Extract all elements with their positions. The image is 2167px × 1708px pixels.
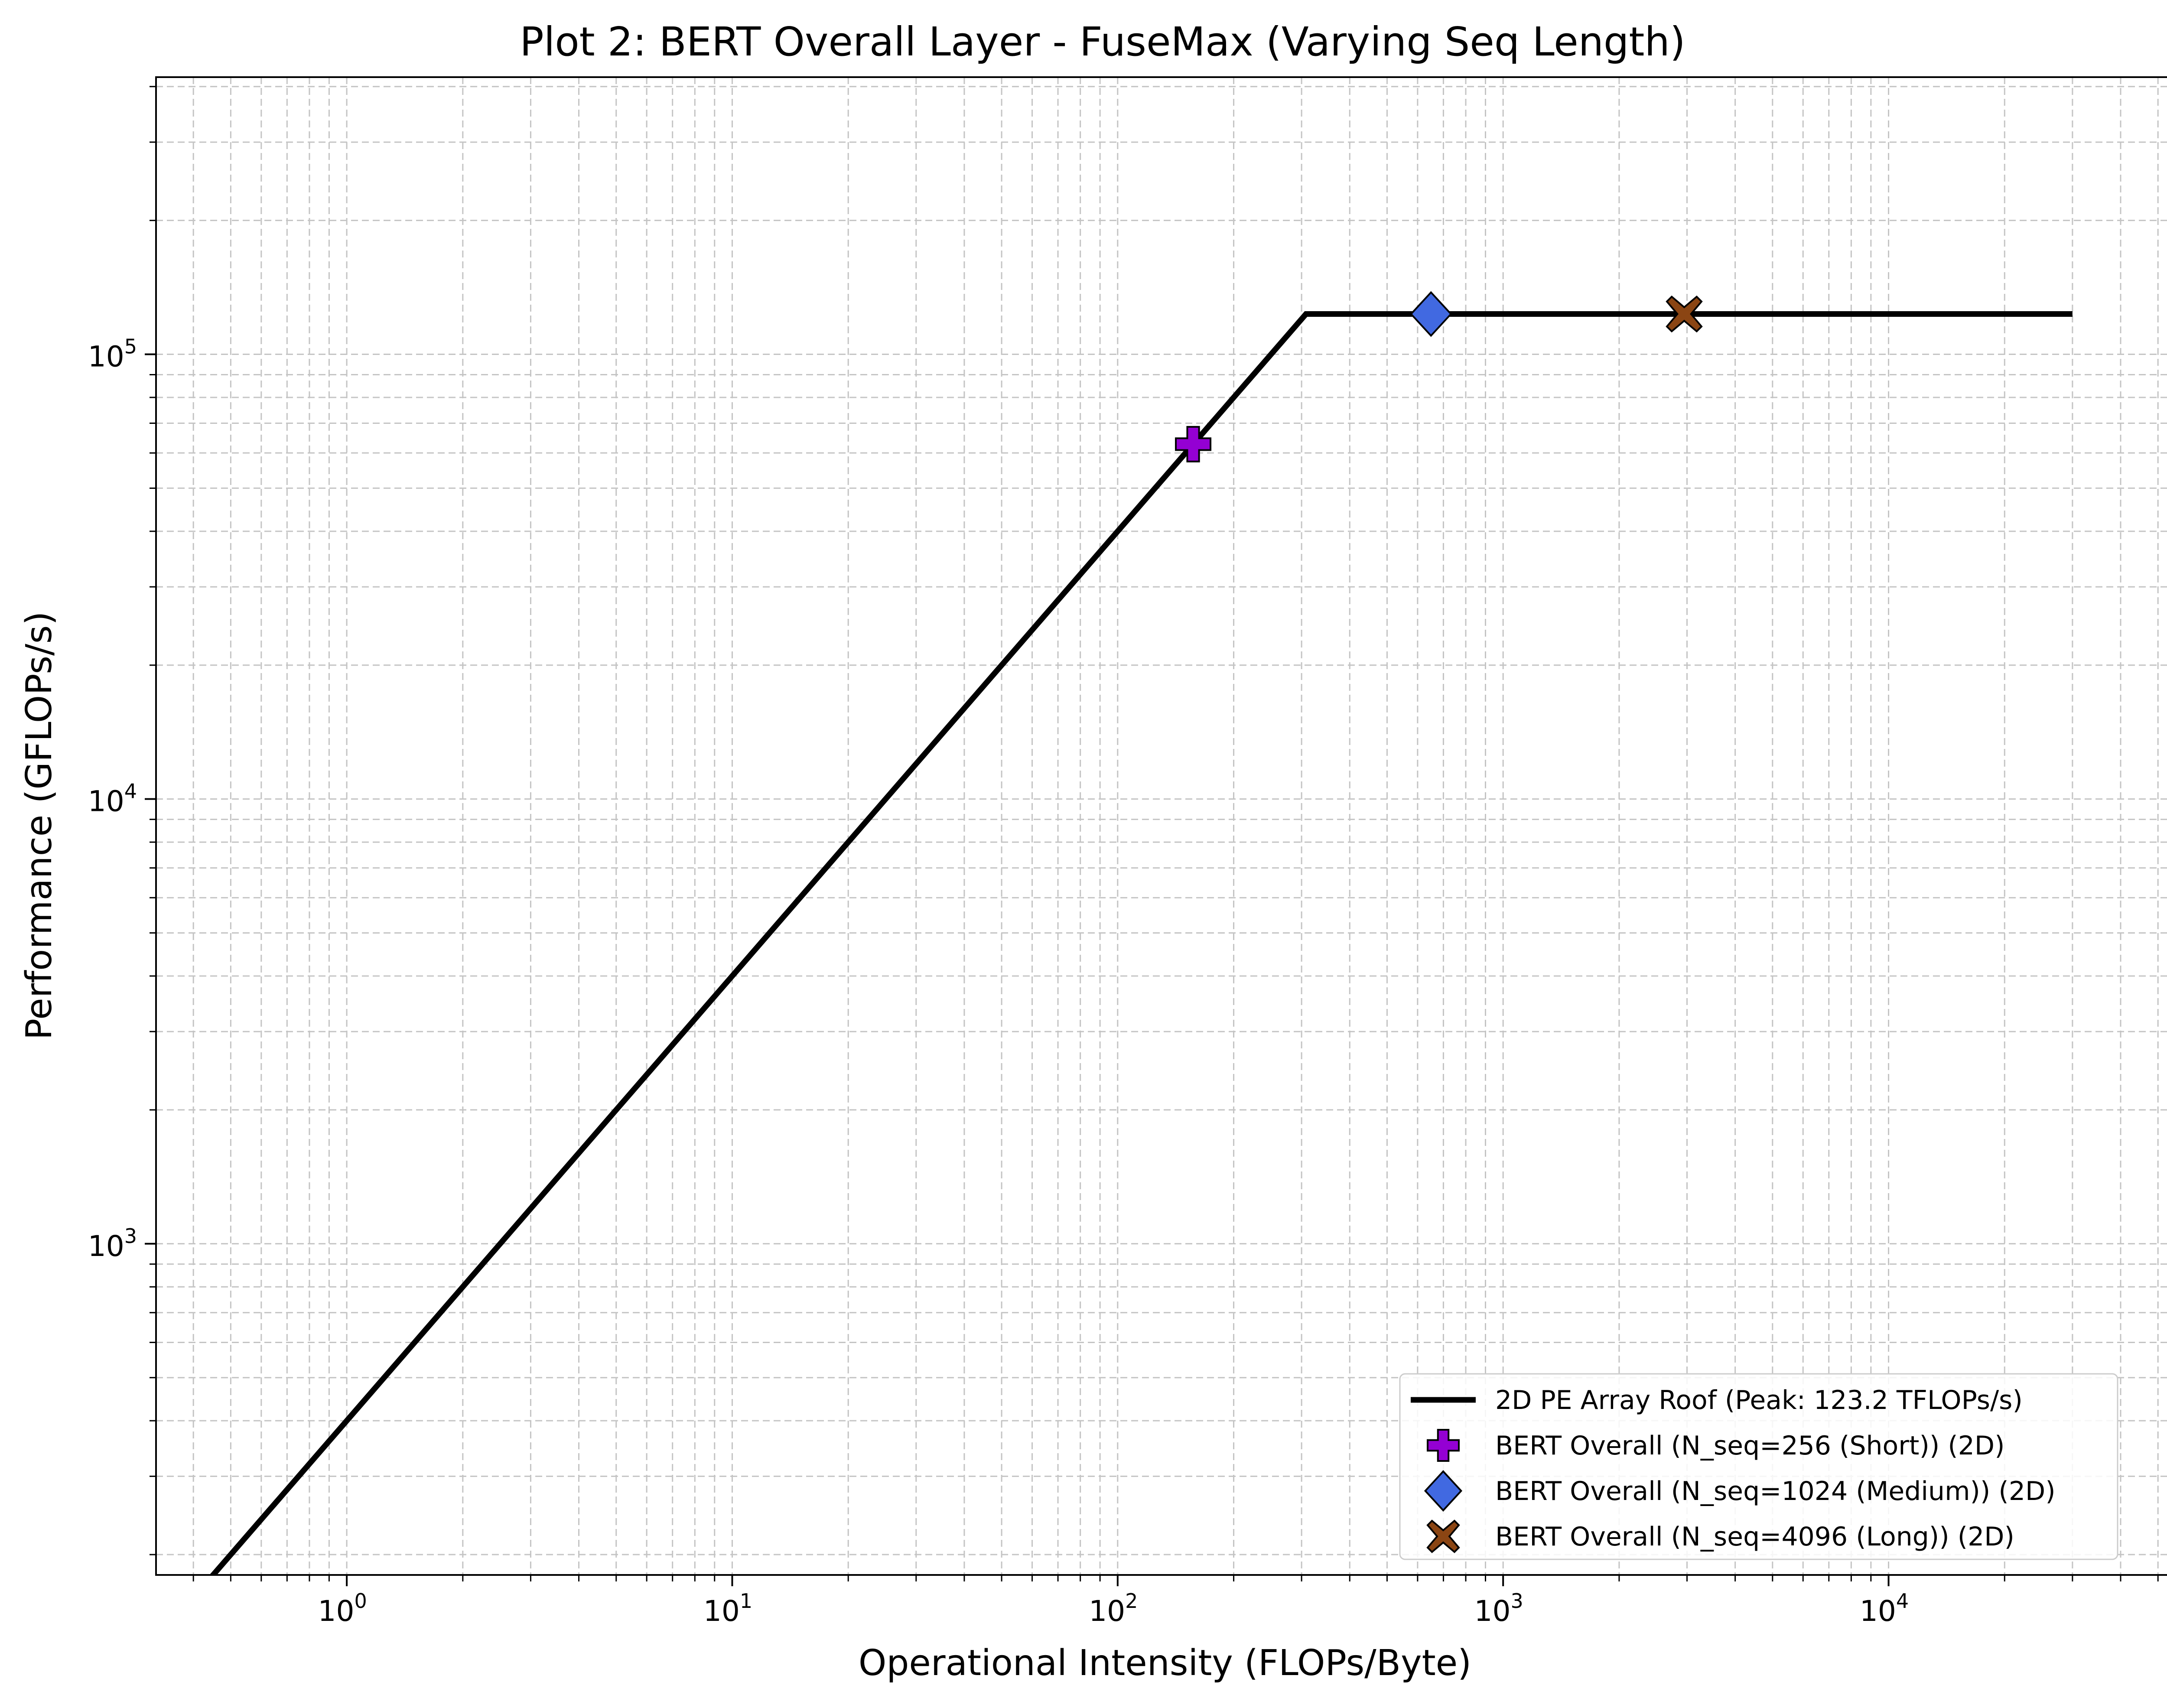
x-tick-label: 101	[703, 1589, 752, 1628]
legend-swatch-x	[1426, 1519, 1460, 1553]
x-tick-label: 104	[1860, 1589, 1909, 1628]
y-tick-label: 103	[88, 1224, 137, 1263]
x-axis-ticks: 100 101 102 103 104	[192, 1575, 2159, 1628]
y-axis-label: Performance (GFLOPs/s)	[19, 612, 60, 1040]
roof-line	[209, 311, 2073, 1575]
x-axis-label: Operational Intensity (FLOPs/Byte)	[859, 1643, 1471, 1684]
legend-swatch-diamond	[1424, 1470, 1463, 1512]
data-point-diamond	[1410, 291, 1452, 337]
x-tick-label: 100	[318, 1589, 367, 1628]
plot-frame	[155, 76, 2167, 1576]
data-points	[1175, 291, 1703, 462]
legend-label-roof: 2D PE Array Roof (Peak: 123.2 TFLOPs/s)	[1495, 1385, 2023, 1415]
legend-box	[1399, 1373, 2118, 1560]
chart-title: Plot 2: BERT Overall Layer - FuseMax (Va…	[520, 19, 1685, 65]
legend-label: BERT Overall (N_seq=4096 (Long)) (2D)	[1495, 1522, 2014, 1552]
legend-swatch-plus	[1427, 1429, 1460, 1462]
x-tick-label: 103	[1474, 1589, 1523, 1628]
roof-line-group	[209, 311, 2073, 1575]
legend: 2D PE Array Roof (Peak: 123.2 TFLOPs/s) B…	[1399, 1373, 2118, 1560]
y-tick-label: 105	[88, 335, 137, 374]
data-point-x	[1666, 295, 1703, 333]
grid-lines	[156, 77, 2167, 1575]
y-axis-ticks: 103 104 105	[88, 86, 156, 1555]
y-tick-label: 104	[88, 780, 137, 818]
legend-label: BERT Overall (N_seq=1024 (Medium)) (2D)	[1495, 1476, 2056, 1506]
legend-label: BERT Overall (N_seq=256 (Short)) (2D)	[1495, 1431, 2005, 1461]
data-point-plus	[1175, 426, 1212, 462]
x-tick-label: 102	[1089, 1589, 1138, 1628]
